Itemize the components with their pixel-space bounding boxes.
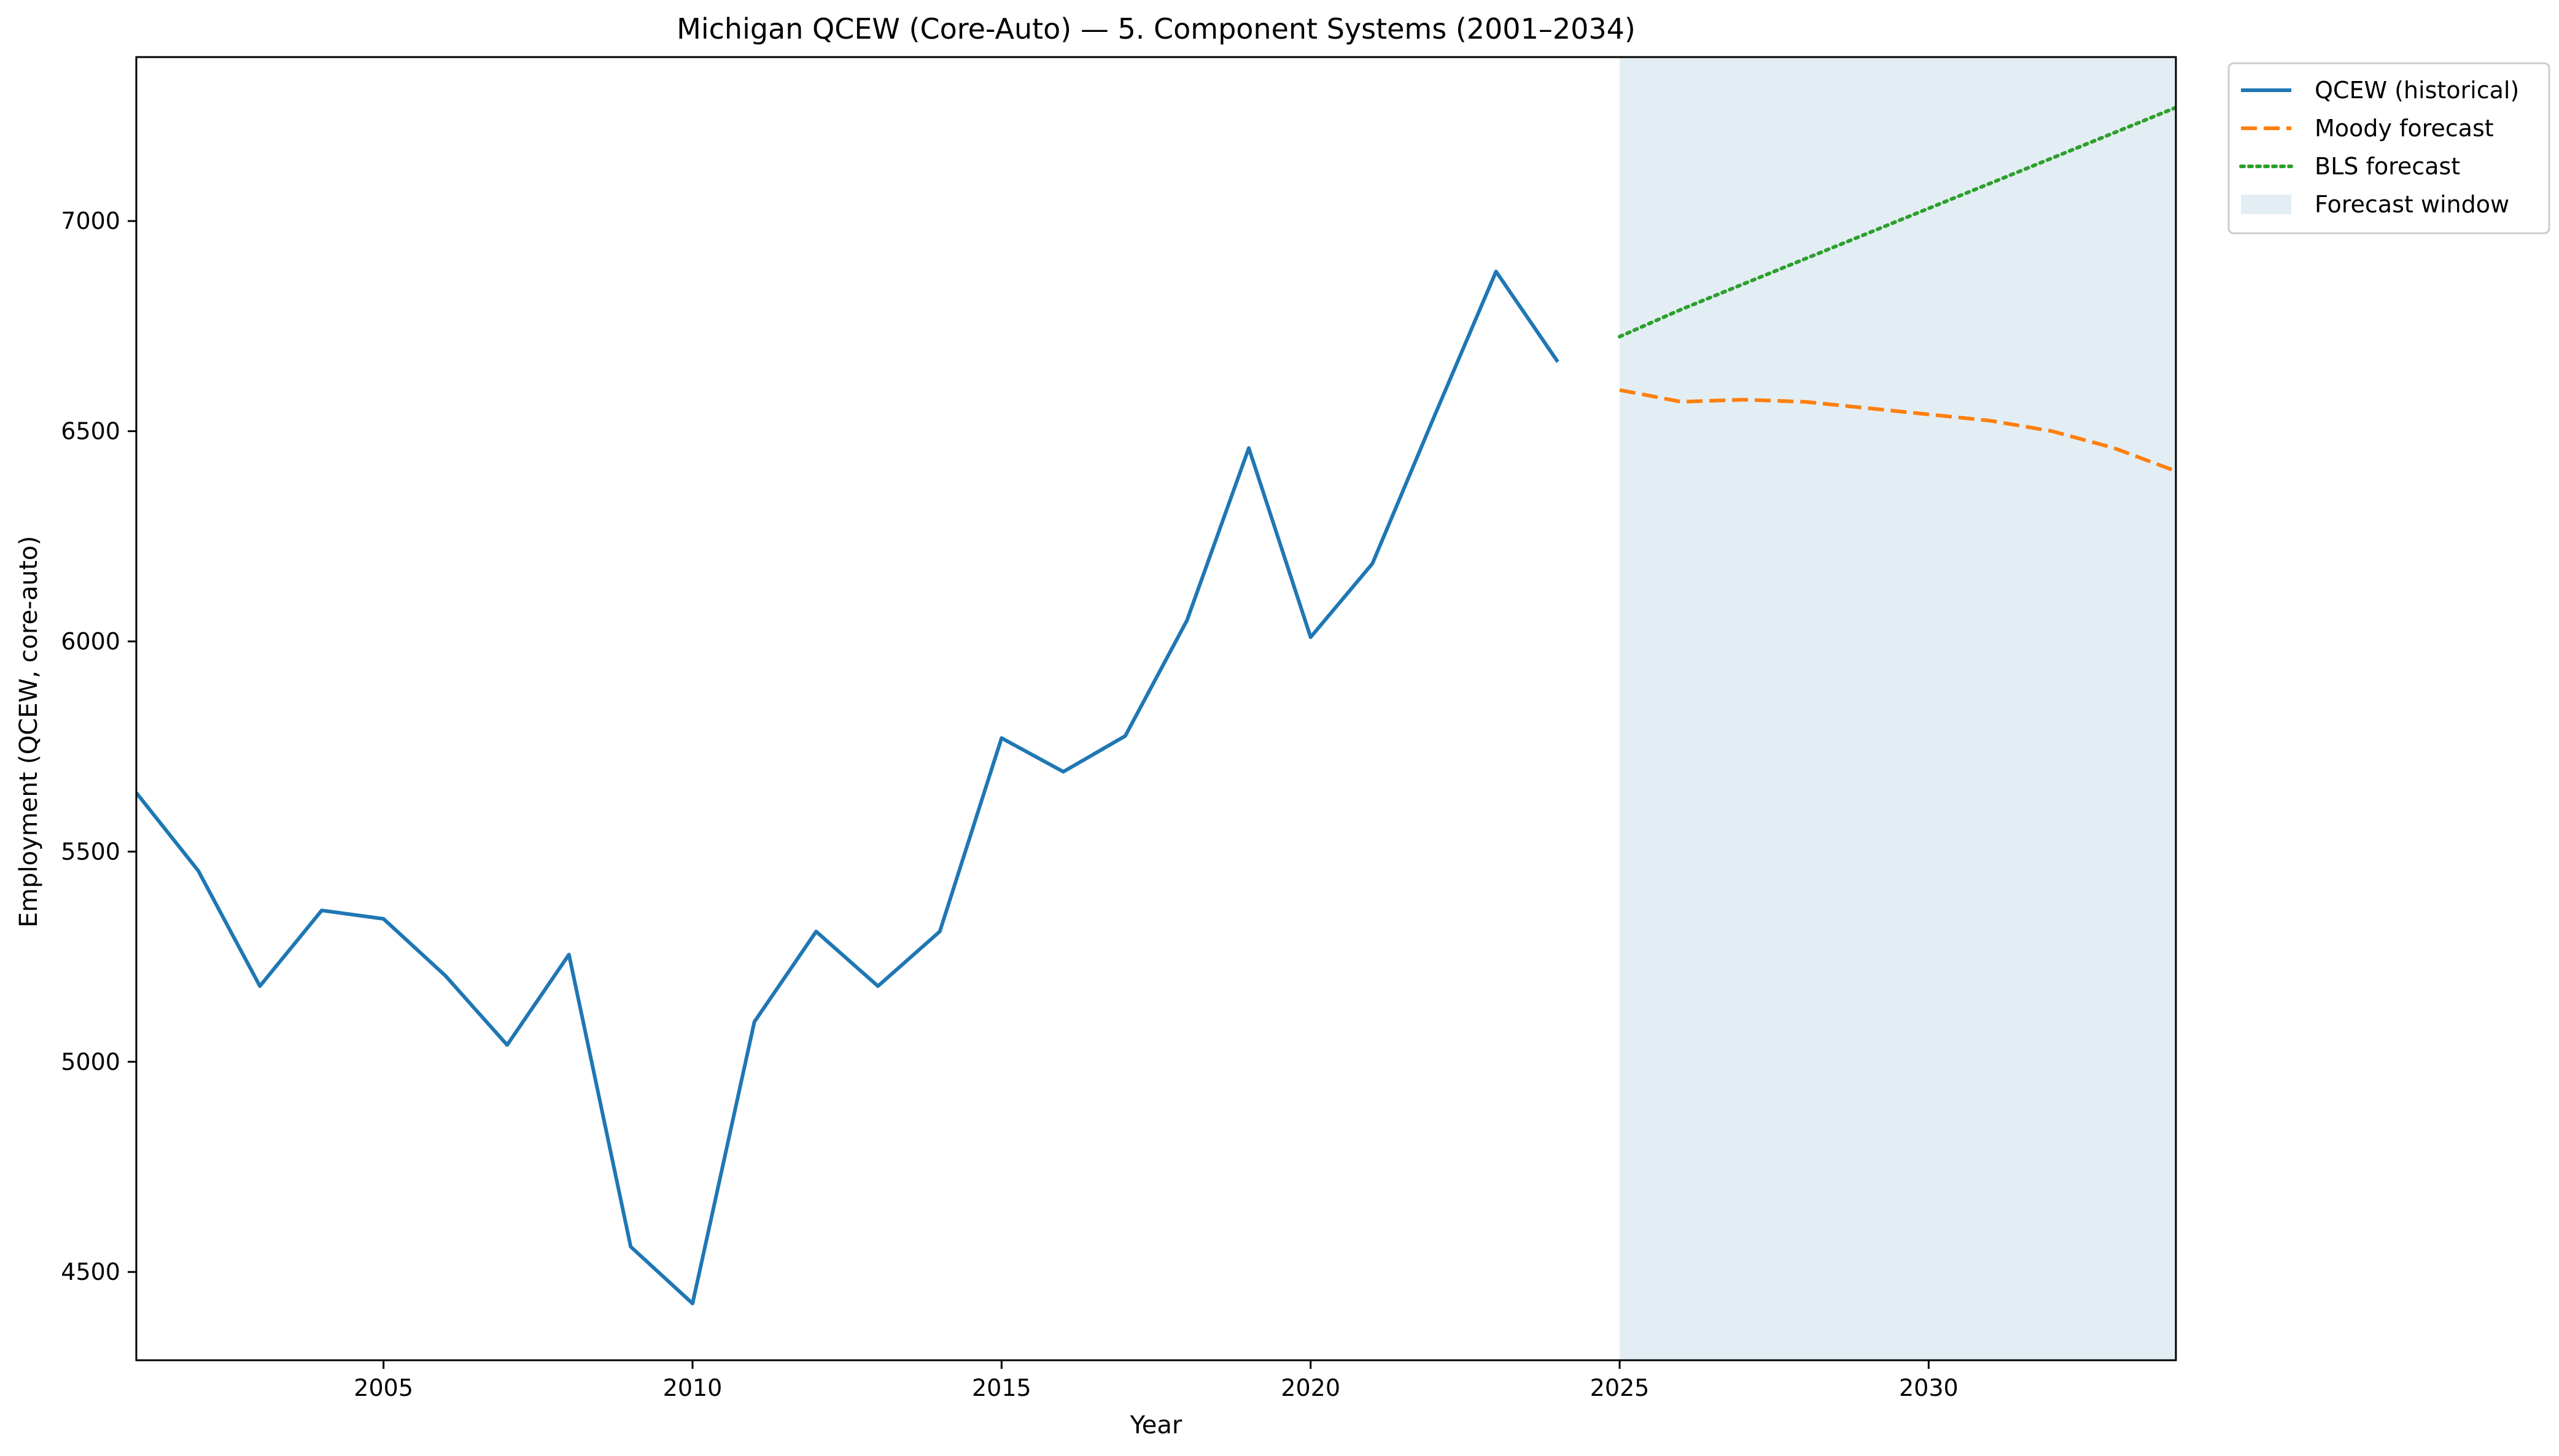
plot-frame bbox=[135, 56, 2177, 1361]
data-point bbox=[1062, 770, 1065, 773]
legend-box bbox=[2227, 62, 2550, 234]
series-line-2 bbox=[1619, 388, 2176, 473]
y-tick-label: 6000 bbox=[61, 628, 120, 655]
x-axis-title: Year bbox=[1130, 1411, 1182, 1439]
data-point bbox=[938, 929, 942, 933]
data-point bbox=[1927, 412, 1930, 416]
data-point bbox=[1124, 734, 1127, 738]
legend-label-2: Moody forecast bbox=[2315, 115, 2494, 142]
x-tick-label: 2005 bbox=[354, 1374, 413, 1401]
y-tick-label: 5000 bbox=[61, 1048, 120, 1075]
y-tick-label: 7000 bbox=[61, 207, 120, 234]
data-point bbox=[1989, 419, 1992, 422]
y-tick-label: 4500 bbox=[61, 1258, 120, 1285]
data-point bbox=[1865, 406, 1869, 410]
legend-label-3: BLS forecast bbox=[2315, 153, 2460, 180]
chart-title: Michigan QCEW (Core-Auto) — 5. Component… bbox=[677, 12, 1636, 45]
data-point bbox=[1618, 335, 1621, 338]
data-point bbox=[1741, 282, 1745, 286]
x-tick-label: 2020 bbox=[1281, 1374, 1340, 1401]
data-point bbox=[443, 974, 447, 977]
series-line-1 bbox=[136, 269, 1559, 1306]
y-tick-label: 6500 bbox=[61, 418, 120, 445]
legend-label-4: Forecast window bbox=[2315, 191, 2509, 218]
data-point bbox=[1927, 207, 1930, 211]
data-point bbox=[1741, 398, 1745, 401]
data-point bbox=[1247, 446, 1251, 450]
data-point bbox=[320, 908, 324, 912]
data-point bbox=[567, 953, 571, 956]
data-point bbox=[1556, 360, 1559, 364]
data-point bbox=[814, 929, 818, 933]
x-tick-label: 2025 bbox=[1590, 1374, 1650, 1401]
data-point bbox=[1618, 388, 1621, 392]
data-point bbox=[1432, 415, 1436, 419]
series-line-3 bbox=[1618, 106, 2176, 339]
data-point bbox=[1989, 181, 1992, 185]
data-point bbox=[629, 1245, 632, 1249]
y-axis-title: Employment (QCEW, core-auto) bbox=[15, 536, 43, 927]
legend-swatch-4 bbox=[2241, 195, 2291, 214]
data-point bbox=[1680, 400, 1683, 404]
forecast-window-band bbox=[1620, 57, 2176, 1360]
data-point bbox=[382, 917, 386, 921]
data-point bbox=[876, 984, 880, 988]
data-point bbox=[1309, 635, 1313, 639]
data-point bbox=[1185, 619, 1189, 622]
data-point bbox=[1370, 562, 1374, 565]
x-tick-label: 2030 bbox=[1899, 1374, 1959, 1401]
legend-label-1: QCEW (historical) bbox=[2315, 77, 2519, 104]
data-point bbox=[1803, 257, 1807, 261]
data-point bbox=[1680, 308, 1683, 311]
data-point bbox=[1000, 736, 1003, 740]
data-point bbox=[753, 1020, 756, 1024]
x-tick-label: 2010 bbox=[663, 1374, 723, 1401]
legend: QCEW (historical) Moody forecast BLS forec… bbox=[2227, 62, 2550, 234]
data-point bbox=[1494, 269, 1498, 273]
data-point bbox=[2112, 446, 2116, 450]
data-point bbox=[2051, 156, 2054, 160]
data-point bbox=[258, 984, 262, 988]
data-point bbox=[2051, 430, 2054, 433]
data-point bbox=[505, 1043, 509, 1047]
data-point bbox=[2112, 131, 2116, 134]
data-point bbox=[1803, 400, 1807, 404]
data-point bbox=[1865, 232, 1869, 236]
y-tick-label: 5500 bbox=[61, 838, 120, 865]
data-point bbox=[196, 869, 200, 872]
data-point bbox=[691, 1302, 694, 1306]
x-tick-label: 2015 bbox=[972, 1374, 1031, 1401]
